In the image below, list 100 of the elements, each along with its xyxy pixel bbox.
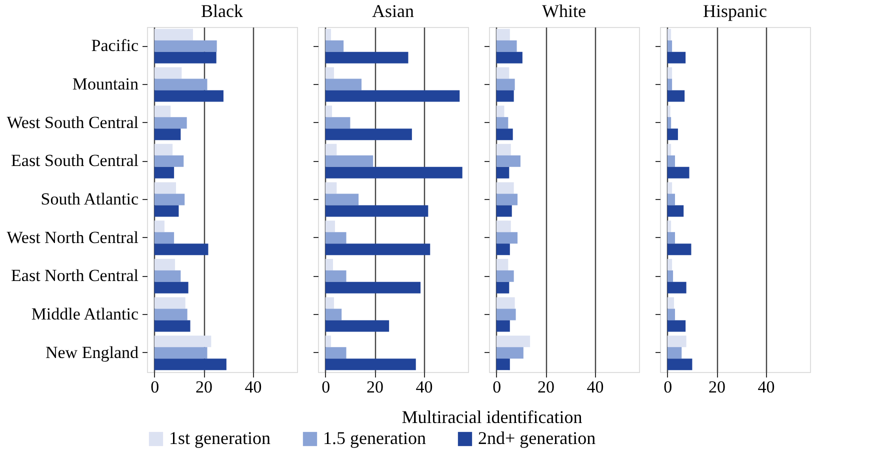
bar [667, 117, 672, 129]
bar [496, 232, 518, 244]
x-tick-label: 20 [196, 378, 213, 396]
chart-title: White [542, 1, 586, 21]
bar [496, 358, 510, 370]
bar [154, 232, 174, 244]
bar [154, 182, 176, 194]
bar [496, 205, 512, 217]
x-tick-label: 40 [758, 378, 775, 396]
bar [496, 144, 511, 156]
bar [667, 166, 690, 178]
x-tick-label: 40 [416, 378, 433, 396]
bar [325, 128, 412, 140]
x-tick-label: 0 [664, 378, 672, 396]
bar [496, 220, 511, 232]
chart-title: Asian [372, 1, 414, 21]
bar [325, 244, 430, 256]
bar [154, 244, 208, 256]
bar [667, 40, 672, 52]
bar [154, 336, 212, 348]
bar [496, 320, 510, 332]
bar [325, 282, 421, 294]
legend-label: 1st generation [169, 428, 270, 448]
bar [325, 194, 359, 206]
bar [667, 347, 682, 359]
bar [667, 336, 686, 348]
x-tick-label: 0 [322, 378, 330, 396]
bar [667, 282, 686, 294]
bar [667, 258, 672, 270]
y-tick-label: Pacific [91, 36, 139, 56]
bar [667, 90, 685, 102]
bar [154, 28, 193, 40]
bar [667, 244, 692, 256]
bar [325, 297, 334, 309]
x-tick-label: 0 [492, 378, 502, 396]
bar [667, 128, 678, 140]
bar [325, 320, 390, 332]
bar [667, 194, 675, 206]
bar [325, 308, 342, 320]
bar [325, 90, 460, 102]
bar [325, 144, 337, 156]
bar [325, 220, 335, 232]
bar [325, 347, 346, 359]
bar [325, 155, 374, 167]
bar [667, 155, 675, 167]
bar [154, 194, 185, 206]
bar [154, 297, 186, 309]
bar [496, 182, 514, 194]
bar [496, 297, 515, 309]
bar [496, 270, 514, 282]
bar [496, 52, 522, 64]
bar [325, 78, 362, 90]
legend-label: 1.5 generation [323, 428, 426, 448]
bar [667, 52, 686, 64]
legend-label: 2nd+ generation [478, 428, 596, 448]
bar [667, 320, 686, 332]
bar [496, 90, 514, 102]
bar [325, 166, 462, 178]
bar [496, 336, 530, 348]
bar [154, 308, 188, 320]
bar [496, 194, 518, 206]
bar [496, 67, 510, 79]
bar [496, 117, 508, 129]
y-tick-label: West South Central [6, 112, 139, 132]
bar [496, 28, 510, 40]
x-axis-title: Multiracial identification [402, 407, 582, 427]
bar [154, 78, 208, 90]
bar [154, 155, 184, 167]
y-tick-label: East North Central [11, 266, 139, 286]
y-tick-label: New England [45, 342, 139, 362]
bar [667, 220, 672, 232]
bar [325, 117, 350, 129]
bar [154, 220, 164, 232]
x-tick-label: 0 [150, 378, 160, 396]
bar [154, 52, 216, 64]
bar [496, 282, 510, 294]
bar [154, 320, 190, 332]
bar [325, 28, 332, 40]
bar [325, 270, 346, 282]
x-tick-label: 40 [244, 378, 262, 396]
bar [667, 144, 672, 156]
chart-title: Hispanic [703, 1, 768, 21]
bar [154, 258, 176, 270]
bar [154, 282, 188, 294]
y-tick-label: East South Central [11, 151, 139, 170]
bar [667, 28, 672, 40]
bar [667, 358, 692, 370]
bar [154, 128, 181, 140]
bar [667, 67, 672, 79]
bar [667, 78, 672, 90]
bar [667, 232, 675, 244]
bar [496, 78, 515, 90]
y-tick-label: South Atlantic [40, 190, 139, 208]
y-tick-label: Mountain [72, 74, 139, 94]
bar [325, 52, 408, 64]
bar [667, 106, 670, 118]
bar [154, 358, 226, 370]
bar [496, 308, 516, 320]
bar [325, 258, 333, 270]
bar [496, 244, 510, 256]
